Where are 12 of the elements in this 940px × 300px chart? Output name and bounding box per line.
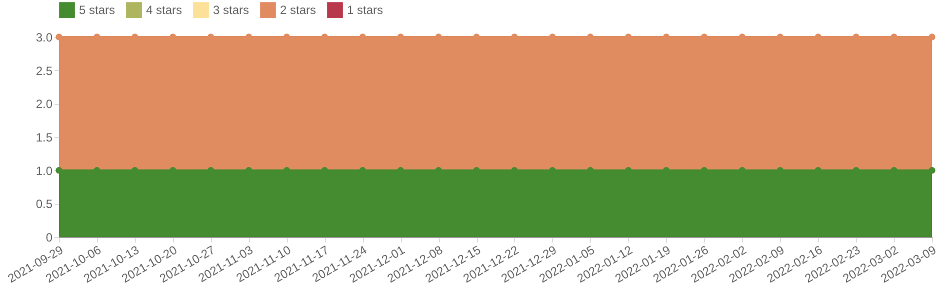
- y-tick-label: 2.0: [36, 97, 53, 112]
- legend-label: 4 stars: [146, 3, 182, 18]
- y-tick-label: 3.0: [36, 30, 53, 44]
- y-tick-label: 0.5: [36, 197, 53, 212]
- legend-label: 5 stars: [79, 3, 116, 18]
- y-tick-label: 1.0: [36, 164, 53, 178]
- legend-label: 3 stars: [213, 3, 250, 18]
- y-tick-label: 0: [46, 230, 53, 244]
- y-tick-label: 1.5: [36, 130, 53, 144]
- legend-label: 2 stars: [280, 3, 316, 18]
- y-tick-label: 2.5: [36, 64, 53, 78]
- legend-label: 1 stars: [347, 3, 384, 18]
